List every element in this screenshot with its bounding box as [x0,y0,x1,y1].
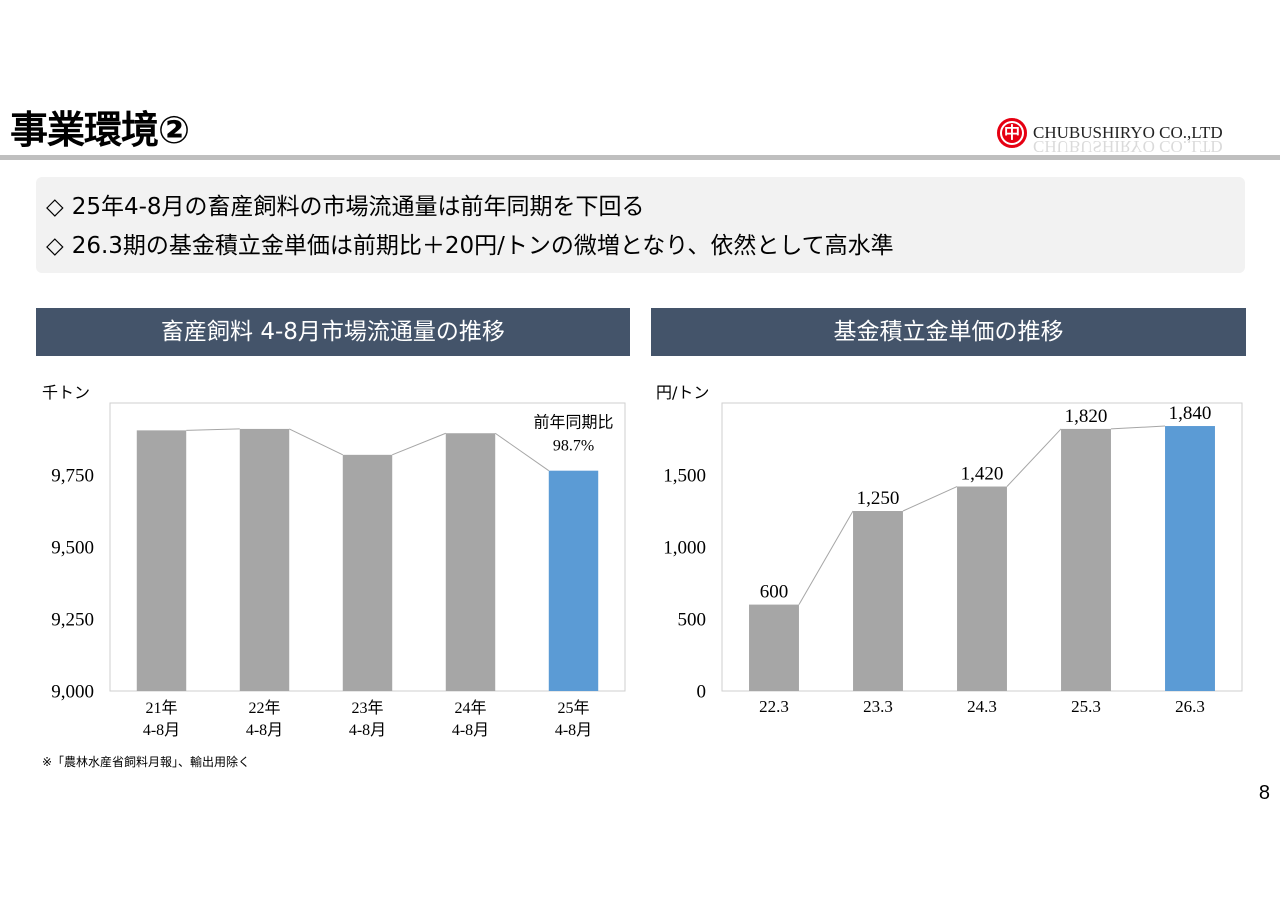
title-divider [0,155,1280,160]
fund-price-data-label-0: 600 [760,582,789,603]
company-name-reflection-text: CHUBUSHIRYO CO.,LTD [1033,140,1223,153]
fund-price-bar-0 [749,604,799,691]
feed-supply-x-label-3-line-0: 24年 [454,699,486,717]
fund-price-bar-2 [957,486,1007,691]
feed-supply-bar-1 [239,428,290,691]
fund-price-unit-label: 円/トン [656,383,709,402]
fund-price-connector-line-1 [902,486,958,512]
feed-supply-connector-line-1 [289,428,343,456]
feed-supply-x-label-4-line-0: 25年 [557,699,589,717]
feed-supply-x-label-2-line-0: 23年 [351,699,383,717]
fund-price-x-label-4: 26.3 [1175,697,1205,716]
company-logo-icon: 中 [997,118,1027,148]
fund-price-bar-4 [1165,426,1215,691]
feed-supply-connector-line-0 [186,428,240,431]
fund-price-bar-chart: 円/トン 0 500 1,000 1,500 22.3 600 23.3 1,250 24.3 1,… [656,383,1243,716]
feed-supply-bar-chart: 千トン 9,000 9,250 9,500 9,750 21年 4-8月 22年 4-8月 23年… [42,383,626,739]
fund-price-data-label-1: 1,250 [857,488,900,509]
summary-bullet-text: 26.3期の基金積立金単価は前期比＋20円/トンの微増となり、依然として高水準 [71,233,894,259]
source-footnote: ※「農林水産省飼料月報」、輸出用除く [42,755,251,769]
feed-supply-y-tick-label-2: 9,500 [51,538,94,559]
fund-price-bar-1 [853,511,903,691]
summary-box: ◇ 25年4-8月の畜産飼料の市場流通量は前年同期を下回る ◇ 26.3期の基金積立… [36,177,1245,273]
feed-supply-bar-3 [445,433,496,691]
page-number: 8 [1258,782,1270,804]
fund-price-y-tick-label-2: 1,000 [663,538,706,559]
slide-title: 事業環境② [10,108,190,152]
feed-supply-x-label-1-line-0: 22年 [248,699,280,717]
summary-bullet-text: 25年4-8月の畜産飼料の市場流通量は前年同期を下回る [71,194,645,220]
diamond-bullet-icon: ◇ [46,233,64,259]
feed-supply-x-label-1-line-1: 4-8月 [246,722,283,739]
fund-price-x-label-0: 22.3 [759,697,789,716]
fund-price-y-tick-label-1: 500 [678,610,707,631]
fund-price-x-label-3: 25.3 [1071,697,1101,716]
chart-header-feed-supply: 畜産飼料 4-8月市場流通量の推移 [36,308,630,356]
feed-supply-annotation-line-0: 前年同期比 [533,414,613,432]
feed-supply-x-label-4-line-1: 4-8月 [555,722,592,739]
fund-price-x-label-1: 23.3 [863,697,893,716]
summary-bullet-1: ◇ 25年4-8月の畜産飼料の市場流通量は前年同期を下回る [46,192,645,222]
fund-price-connector-line-0 [798,510,854,605]
feed-supply-y-tick-label-0: 9,000 [51,682,94,703]
feed-supply-x-label-0-line-0: 21年 [145,699,177,717]
fund-price-connector-line-3 [1110,425,1166,430]
fund-price-bar-3 [1061,428,1111,691]
chart-header-fund-price: 基金積立金単価の推移 [651,308,1246,356]
company-name: CHUBUSHIRYO CO.,LTD [1033,123,1223,142]
fund-price-y-tick-label-0: 0 [697,682,707,703]
feed-supply-connector-line-3 [494,432,550,472]
feed-supply-x-label-0-line-1: 4-8月 [143,722,180,739]
fund-price-connector-line-2 [1006,428,1062,487]
feed-supply-bar-2 [342,454,393,691]
feed-supply-x-label-3-line-1: 4-8月 [452,722,489,739]
feed-supply-x-label-2-line-1: 4-8月 [349,722,386,739]
feed-supply-bar-0 [136,430,187,691]
feed-supply-annotation-line-1: 98.7% [553,438,594,455]
company-name-reflection: CHUBUSHIRYO CO.,LTD [1033,140,1248,153]
fund-price-y-tick-label-3: 1,500 [663,466,706,487]
feed-supply-bar-4 [548,470,599,691]
fund-price-x-label-2: 24.3 [967,697,997,716]
fund-price-data-label-4: 1,840 [1169,403,1212,424]
fund-price-data-label-2: 1,420 [961,464,1004,485]
feed-supply-y-tick-label-1: 9,250 [51,610,94,631]
diamond-bullet-icon: ◇ [46,194,64,220]
summary-bullet-2: ◇ 26.3期の基金積立金単価は前期比＋20円/トンの微増となり、依然として高水準 [46,231,894,261]
feed-supply-connector-line-2 [392,432,446,456]
feed-supply-unit-label: 千トン [42,383,90,402]
feed-supply-y-tick-label-3: 9,750 [51,466,94,487]
fund-price-data-label-3: 1,820 [1065,406,1108,427]
